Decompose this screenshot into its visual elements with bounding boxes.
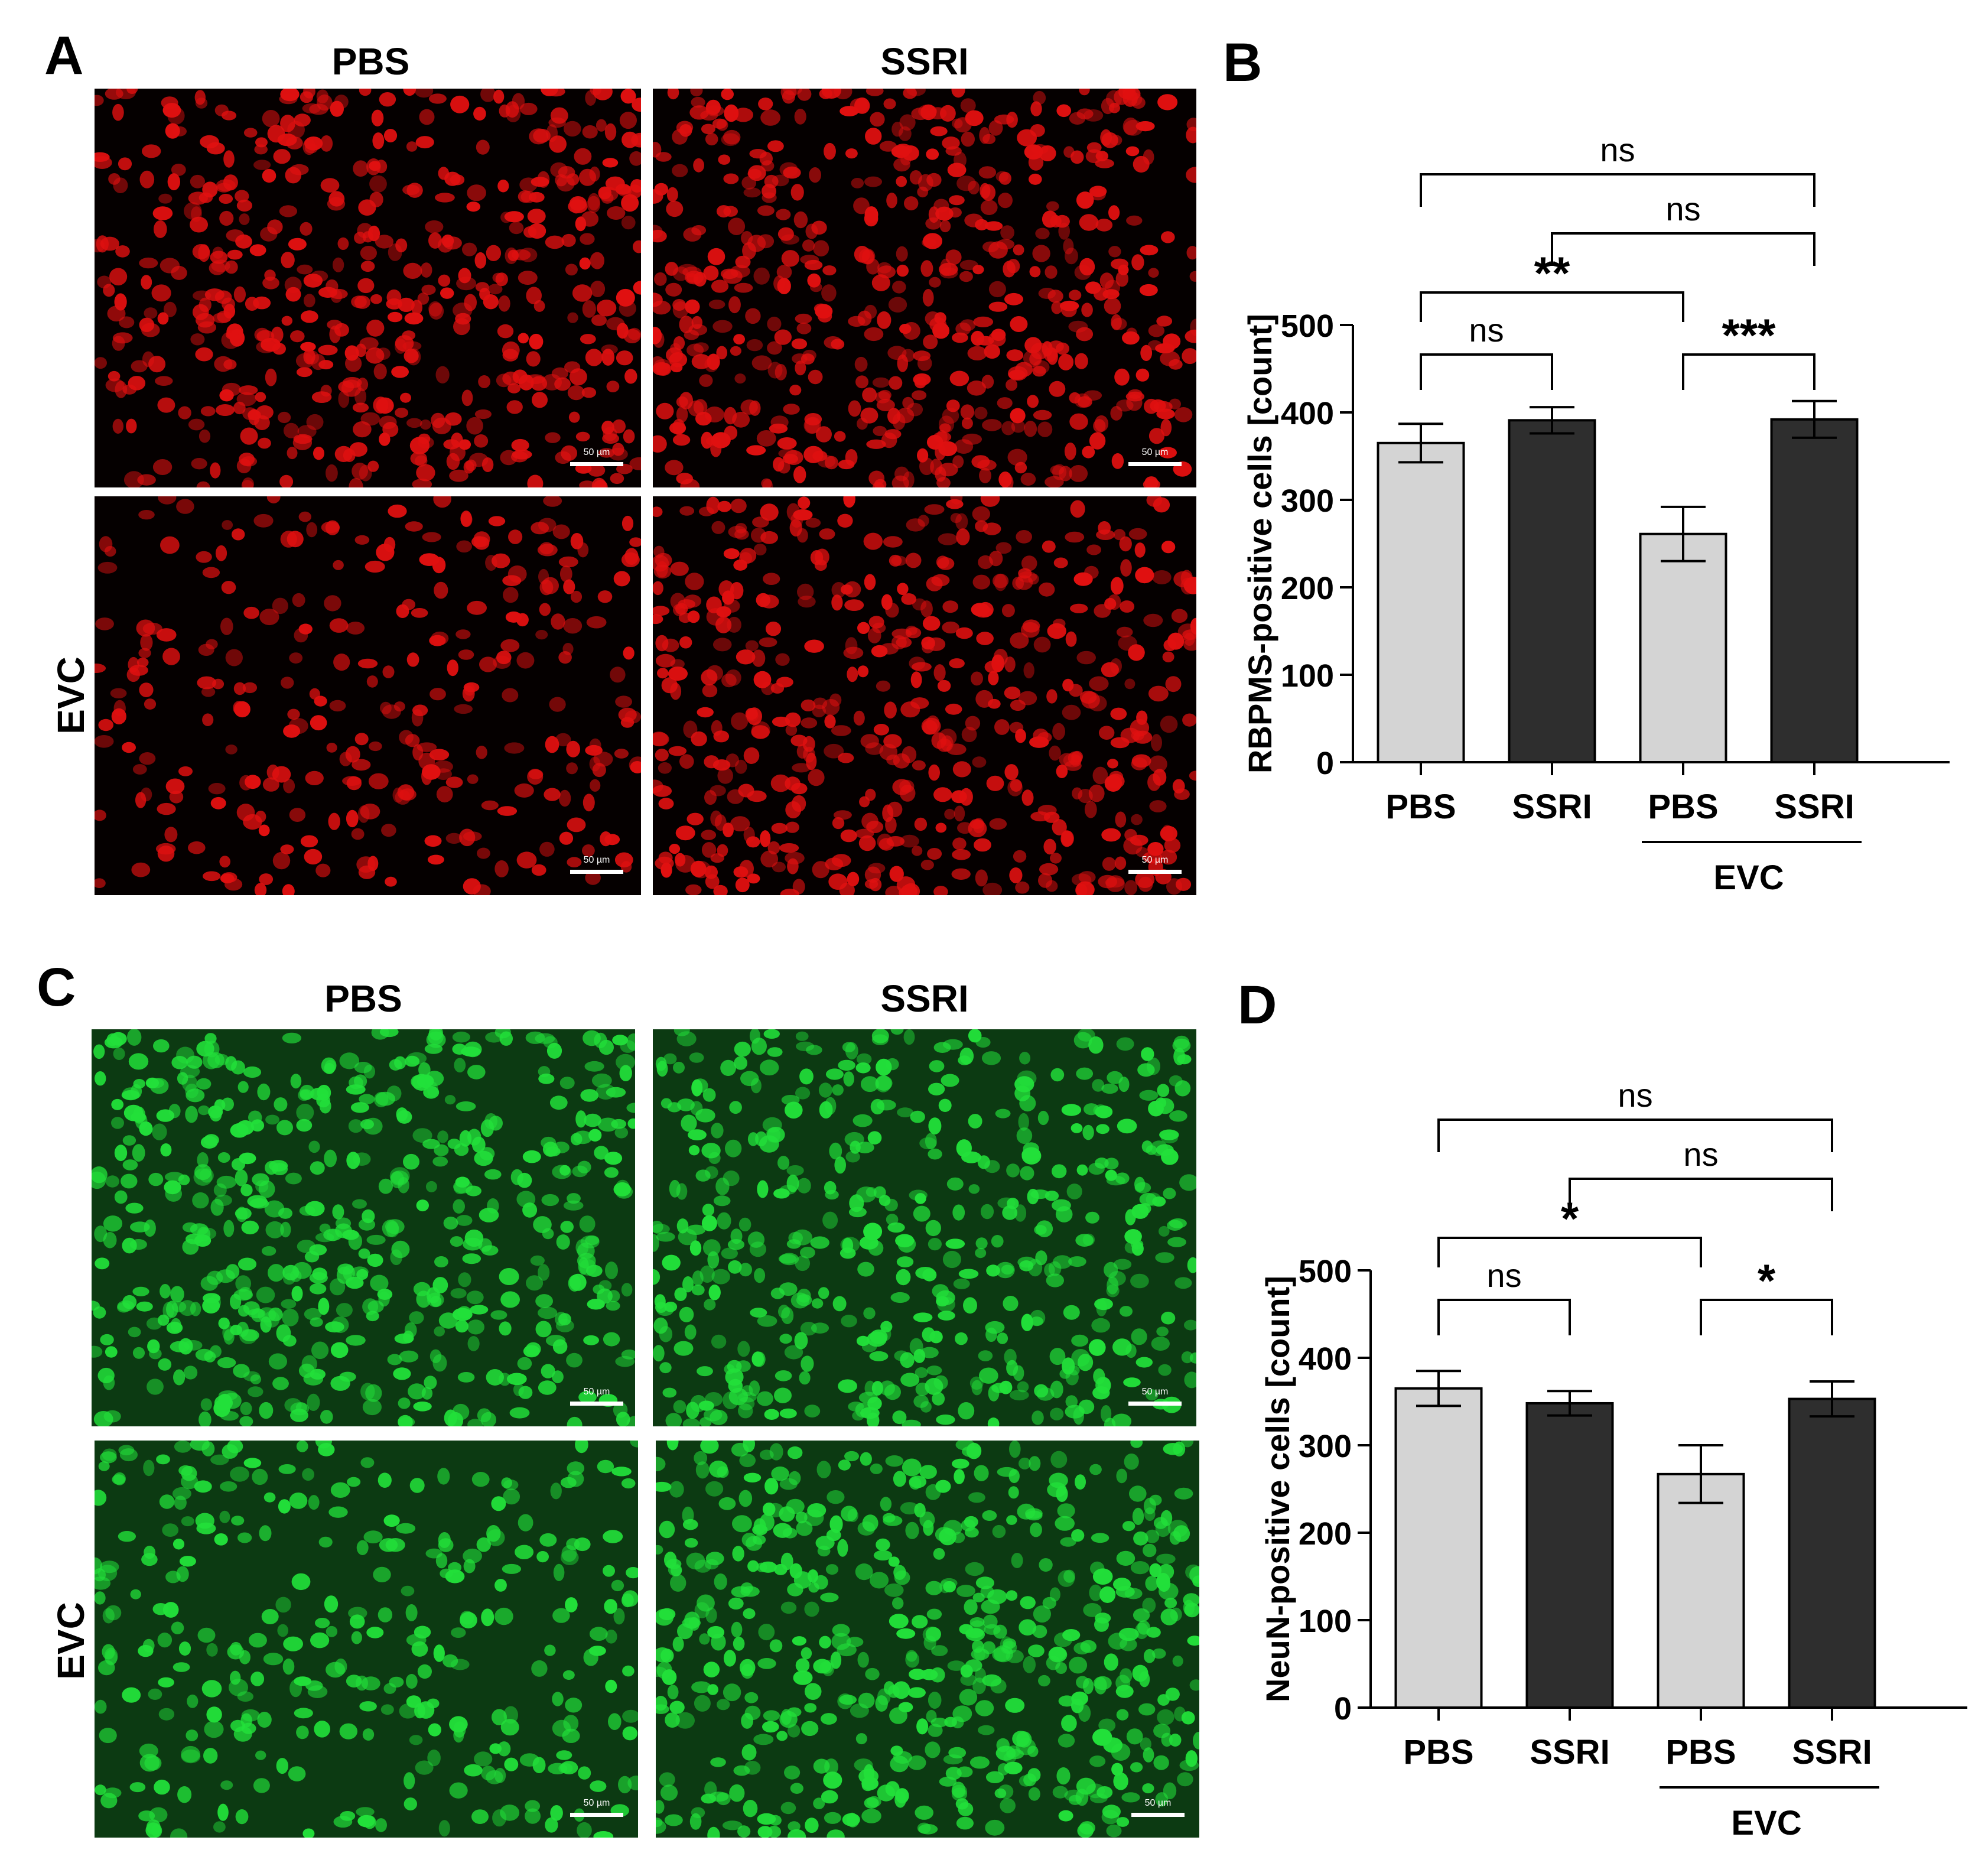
bar [1788,1397,1876,1709]
y-tick-label: 0 [1316,746,1334,781]
bar [1770,418,1859,763]
significance-label: ns [1486,1257,1521,1294]
y-tick-label: 0 [1334,1691,1352,1727]
x-tick-label: SSRI [1530,1733,1609,1771]
micrograph-c-pbs-evc [95,1441,638,1838]
x-tick-label: PBS [1403,1733,1473,1771]
column-label-ssri: SSRI [880,40,969,83]
significance-label: * [1758,1254,1776,1306]
significance-bracket [1420,353,1553,390]
significance-bracket [1420,173,1815,207]
significance-bracket [1420,291,1684,322]
x-tick-label: PBS [1648,788,1718,826]
y-tick-label: 400 [1299,1341,1352,1377]
x-tick-label: PBS [1385,788,1456,826]
y-tick-label: 300 [1299,1429,1352,1464]
scale-bar-a2: 50 µm [1128,448,1182,466]
significance-bracket [1700,1299,1833,1335]
x-tick-label: SSRI [1792,1733,1872,1771]
y-tick-label: 200 [1281,571,1334,606]
micrograph-a-ssri-evc [653,496,1196,895]
micrograph-c-pbs-control [92,1029,635,1426]
micrograph-a-pbs-evc [95,496,641,895]
scale-bar-c3: 50 µm [570,1799,623,1817]
panel-letter-c: C [37,957,76,1017]
column-label-ssri: SSRI [880,977,969,1020]
scale-bar-a1: 50 µm [570,448,623,466]
bar [1377,441,1465,763]
bar [1657,1472,1745,1709]
significance-bracket [1569,1178,1833,1211]
panel-letter-a: A [44,25,84,86]
significance-bracket [1437,1237,1702,1267]
y-tick-label: 400 [1281,396,1334,431]
bar [1639,532,1727,763]
x-tick-label: SSRI [1512,788,1592,826]
y-tick-label: 300 [1281,483,1334,519]
scale-bar-a4: 50 µm [1128,856,1182,874]
y-tick-label: 500 [1299,1254,1352,1289]
y-tick-label: 100 [1299,1604,1352,1639]
bar [1525,1402,1614,1709]
significance-label: ns [1469,311,1504,349]
x-tick-label: SSRI [1774,788,1854,826]
scale-bar-c2: 50 µm [1128,1387,1182,1406]
y-tick-label: 500 [1281,308,1334,344]
x-tick-label: PBS [1665,1733,1736,1771]
y-axis-label: RBPMS-positive cells [count] [1241,314,1278,773]
group-label: EVC [1713,859,1784,897]
panel-letter-d: D [1238,975,1277,1035]
significance-bracket [1682,353,1815,390]
bar [1394,1387,1483,1709]
significance-label: ns [1618,1077,1652,1114]
micrograph-c-ssri-evc [656,1441,1199,1838]
scale-bar-c1: 50 µm [570,1387,623,1406]
significance-label: *** [1722,309,1776,361]
row-label-evc: EVC [50,1602,92,1680]
micrograph-c-ssri-control [653,1029,1196,1426]
significance-bracket [1551,232,1815,266]
y-axis-label: NeuN-positive cells [count] [1259,1276,1296,1702]
significance-bracket [1437,1299,1571,1335]
bar [1508,419,1596,763]
column-label-pbs: PBS [331,40,410,83]
y-tick-label: 100 [1281,658,1334,694]
significance-bracket [1437,1119,1833,1152]
y-tick-label: 200 [1299,1516,1352,1552]
micrograph-a-pbs-control [95,89,641,487]
group-label: EVC [1731,1804,1801,1842]
scale-bar-c4: 50 µm [1131,1799,1185,1817]
scale-bar-a3: 50 µm [570,856,623,874]
significance-label: ns [1665,190,1700,227]
micrograph-a-ssri-control [653,89,1196,487]
row-label-evc: EVC [50,656,92,734]
significance-label: ns [1600,131,1635,168]
panel-letter-b: B [1223,32,1263,93]
significance-label: ns [1683,1136,1718,1173]
column-label-pbs: PBS [324,977,402,1020]
